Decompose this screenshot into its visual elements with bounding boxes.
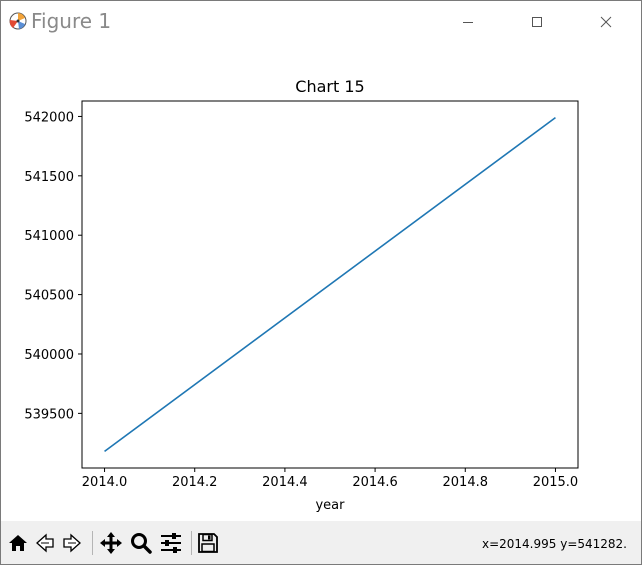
zoom-icon xyxy=(131,533,152,554)
y-tick-label: 540500 xyxy=(24,289,74,304)
x-tick-label: 2014.6 xyxy=(352,475,398,490)
home-icon xyxy=(9,535,27,551)
figure-canvas[interactable]: Chart 15 2014.0 2014.2 2014.4 2014.6 2014.8 20… xyxy=(1,45,641,521)
window-title: Figure 1 xyxy=(31,9,112,33)
close-icon xyxy=(600,16,612,28)
y-tick-label: 541000 xyxy=(24,229,74,244)
y-tick-label: 539500 xyxy=(24,407,74,422)
toolbar-separator xyxy=(92,531,93,555)
chart-title: Chart 15 xyxy=(295,77,364,96)
zoom-button[interactable] xyxy=(128,530,154,556)
maximize-icon xyxy=(532,17,542,27)
x-axis-label: year xyxy=(315,498,345,513)
minimize-icon xyxy=(463,22,473,23)
x-tick-label: 2015.0 xyxy=(533,475,579,490)
title-bar[interactable]: Figure 1 xyxy=(1,1,641,45)
toolbar-separator xyxy=(191,531,192,555)
back-button[interactable] xyxy=(32,530,58,556)
line-chart: Chart 15 2014.0 2014.2 2014.4 2014.6 2014.8 20… xyxy=(24,77,579,513)
configure-subplots-icon xyxy=(161,533,181,553)
navigation-toolbar: x=2014.995 y=541282. xyxy=(1,521,641,564)
save-button[interactable] xyxy=(195,530,221,556)
y-tick-label: 540000 xyxy=(24,348,74,363)
forward-button[interactable] xyxy=(59,530,85,556)
close-button[interactable] xyxy=(583,7,629,37)
matplotlib-app-icon xyxy=(9,12,27,30)
x-tick-label: 2014.2 xyxy=(172,475,218,490)
cursor-coordinates: x=2014.995 y=541282. xyxy=(481,537,627,551)
series-line xyxy=(104,116,556,453)
pan-button[interactable] xyxy=(98,530,124,556)
forward-icon xyxy=(63,533,81,553)
save-icon xyxy=(198,533,218,553)
x-tick-label: 2014.8 xyxy=(443,475,489,490)
pan-icon xyxy=(100,532,122,554)
x-tick-label: 2014.4 xyxy=(262,475,308,490)
x-tick-label: 2014.0 xyxy=(82,475,128,490)
maximize-button[interactable] xyxy=(514,7,560,37)
configure-subplots-button[interactable] xyxy=(158,530,184,556)
y-tick-label: 542000 xyxy=(24,110,74,125)
home-button[interactable] xyxy=(5,530,31,556)
back-icon xyxy=(36,533,54,553)
minimize-button[interactable] xyxy=(445,7,491,37)
y-tick-label: 541500 xyxy=(24,170,74,185)
